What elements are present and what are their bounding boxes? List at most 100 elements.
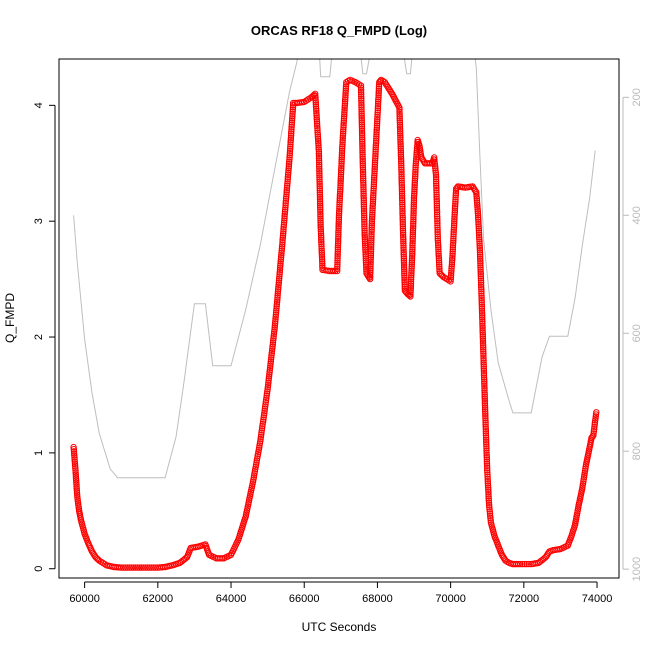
data-point	[371, 174, 378, 181]
data-point	[70, 450, 78, 457]
data-point	[412, 158, 420, 165]
data-point	[316, 189, 324, 196]
data-point	[452, 198, 459, 205]
data-point	[481, 382, 488, 390]
data-point	[361, 220, 368, 228]
data-point	[334, 240, 342, 247]
data-point	[273, 303, 280, 310]
data-point	[478, 305, 486, 312]
data-point	[409, 224, 417, 232]
data-point	[373, 137, 380, 145]
data-point	[130, 564, 137, 571]
secondary-series-layer	[73, 59, 596, 479]
data-point	[450, 222, 458, 229]
data-point	[73, 479, 80, 486]
data-point	[590, 430, 597, 437]
data-point	[371, 172, 378, 179]
data-point	[359, 160, 366, 167]
data-point	[272, 313, 279, 321]
data-point	[73, 477, 80, 484]
data-point	[282, 204, 289, 211]
data-point	[314, 127, 321, 134]
data-point	[337, 169, 345, 176]
data-point	[334, 267, 341, 275]
data-point	[396, 117, 403, 124]
data-point	[435, 250, 442, 258]
data-point	[316, 180, 323, 188]
data-point	[396, 110, 403, 118]
data-point	[432, 165, 439, 172]
data-point	[314, 133, 322, 140]
data-point	[273, 307, 280, 314]
data-point	[433, 209, 441, 216]
data-point	[400, 246, 407, 254]
data-point	[318, 238, 325, 246]
data-point	[357, 82, 365, 89]
data-point	[409, 239, 416, 247]
data-point	[316, 167, 323, 175]
data-point	[487, 514, 494, 522]
data-point	[372, 139, 380, 147]
data-point	[483, 456, 491, 463]
data-point	[409, 229, 417, 236]
data-point	[368, 220, 376, 227]
data-point	[367, 267, 374, 274]
data-point	[399, 207, 406, 215]
data-point	[337, 171, 345, 178]
data-point	[399, 201, 406, 208]
data-point	[335, 212, 343, 219]
data-point	[335, 222, 342, 230]
data-point	[479, 342, 487, 349]
data-point	[452, 196, 459, 203]
data-point	[475, 229, 483, 237]
y-tick-label: 2	[33, 334, 45, 340]
data-point	[434, 220, 441, 227]
data-point	[318, 245, 325, 252]
data-point	[362, 242, 369, 249]
data-point	[450, 235, 457, 242]
data-point	[483, 443, 490, 450]
data-point	[283, 193, 290, 200]
data-point	[276, 268, 283, 276]
data-point	[357, 88, 365, 96]
data-point	[73, 487, 81, 494]
data-point	[409, 235, 416, 243]
data-point	[277, 260, 284, 267]
data-point	[478, 292, 485, 299]
data-point	[289, 106, 296, 113]
data-point	[341, 109, 348, 116]
data-point	[315, 142, 322, 149]
data-point	[373, 135, 380, 142]
data-point	[399, 214, 406, 221]
data-point	[410, 197, 418, 204]
data-point	[448, 265, 455, 272]
data-point	[316, 182, 323, 190]
data-point	[374, 113, 381, 121]
data-point	[477, 270, 484, 278]
data-point	[408, 269, 415, 277]
data-point	[591, 421, 598, 428]
data-point	[483, 436, 490, 444]
data-point	[362, 244, 369, 251]
data-point	[480, 346, 487, 353]
data-point	[397, 128, 404, 135]
data-point	[399, 212, 406, 219]
data-point	[482, 414, 489, 422]
data-point	[359, 168, 367, 176]
data-point	[275, 277, 283, 284]
data-point	[361, 227, 368, 234]
data-point	[432, 169, 439, 176]
data-point	[593, 409, 600, 416]
data-point	[435, 241, 442, 249]
data-point	[370, 183, 377, 190]
data-point	[399, 231, 407, 239]
data-point	[358, 112, 365, 120]
data-point	[318, 255, 326, 263]
data-point	[400, 261, 408, 269]
data-point	[399, 229, 407, 237]
data-point	[262, 399, 269, 406]
data-point	[407, 278, 415, 285]
data-point	[452, 200, 459, 208]
data-point	[377, 77, 384, 85]
y-tick-label: 4	[33, 102, 45, 108]
